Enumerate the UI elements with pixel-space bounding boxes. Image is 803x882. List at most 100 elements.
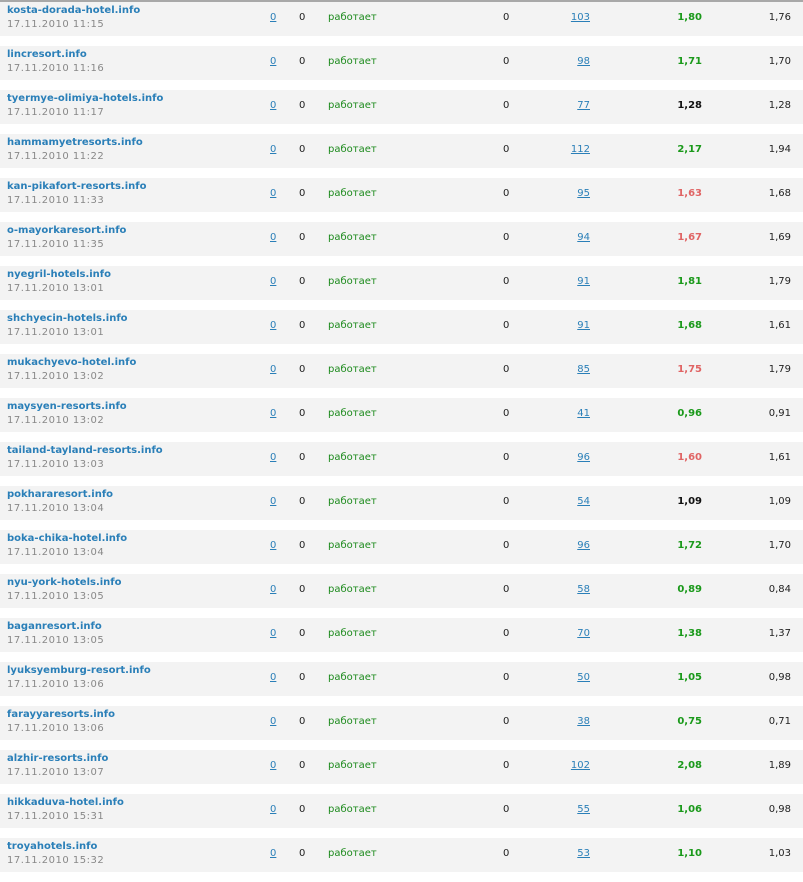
count-value-2: 0 (503, 496, 510, 507)
count-link[interactable]: 0 (270, 672, 277, 683)
site-name-link[interactable]: shchyecin-hotels.info (7, 313, 128, 324)
site-name-link[interactable]: kan-pikafort-resorts.info (7, 181, 147, 192)
count-value: 0 (299, 12, 306, 23)
status-text: работает (328, 100, 377, 111)
status-text: работает (328, 672, 377, 683)
count-value-2: 0 (503, 188, 510, 199)
added-date: 17.11.2010 11:15 (7, 19, 105, 30)
pages-link[interactable]: 41 (577, 408, 590, 419)
status-text: работает (328, 232, 377, 243)
rating-current: 1,05 (677, 672, 702, 683)
status-text: работает (328, 628, 377, 639)
count-link[interactable]: 0 (270, 100, 277, 111)
site-name-link[interactable]: baganresort.info (7, 621, 102, 632)
status-text: работает (328, 188, 377, 199)
rating-previous: 0,98 (768, 804, 791, 815)
count-value-2: 0 (503, 848, 510, 859)
count-link[interactable]: 0 (270, 716, 277, 727)
pages-link[interactable]: 98 (577, 56, 590, 67)
pages-link[interactable]: 77 (577, 100, 590, 111)
rating-previous: 0,98 (768, 672, 791, 683)
count-link[interactable]: 0 (270, 364, 277, 375)
rating-previous: 1,70 (768, 56, 791, 67)
pages-link[interactable]: 94 (577, 232, 590, 243)
count-value-2: 0 (503, 452, 510, 463)
pages-link[interactable]: 85 (577, 364, 590, 375)
count-value: 0 (299, 408, 306, 419)
count-link[interactable]: 0 (270, 760, 277, 771)
count-value: 0 (299, 56, 306, 67)
count-value-2: 0 (503, 56, 510, 67)
count-value: 0 (299, 320, 306, 331)
pages-link[interactable]: 55 (577, 804, 590, 815)
added-date: 17.11.2010 13:04 (7, 503, 105, 514)
added-date: 17.11.2010 13:02 (7, 371, 105, 382)
pages-link[interactable]: 96 (577, 452, 590, 463)
rating-current: 1,10 (677, 848, 702, 859)
added-date: 17.11.2010 13:02 (7, 415, 105, 426)
table-row: mukachyevo-hotel.info 17.11.2010 13:02 0 0 р… (0, 354, 803, 388)
site-name-link[interactable]: hikkaduva-hotel.info (7, 797, 124, 808)
site-name-link[interactable]: mukachyevo-hotel.info (7, 357, 137, 368)
pages-link[interactable]: 91 (577, 320, 590, 331)
status-text: работает (328, 496, 377, 507)
count-link[interactable]: 0 (270, 12, 277, 23)
rating-previous: 0,71 (768, 716, 791, 727)
site-name-link[interactable]: farayyaresorts.info (7, 709, 116, 720)
site-name-link[interactable]: hammamyetresorts.info (7, 137, 143, 148)
site-name-link[interactable]: o-mayorkaresort.info (7, 225, 127, 236)
pages-link[interactable]: 58 (577, 584, 590, 595)
site-name-link[interactable]: troyahotels.info (7, 841, 98, 852)
count-link[interactable]: 0 (270, 276, 277, 287)
count-link[interactable]: 0 (270, 188, 277, 199)
pages-link[interactable]: 96 (577, 540, 590, 551)
pages-link[interactable]: 91 (577, 276, 590, 287)
site-name-link[interactable]: maysyen-resorts.info (7, 401, 127, 412)
pages-link[interactable]: 54 (577, 496, 590, 507)
pages-link[interactable]: 112 (570, 144, 590, 155)
count-link[interactable]: 0 (270, 144, 277, 155)
site-name-link[interactable]: kosta-dorada-hotel.info (7, 5, 141, 16)
count-link[interactable]: 0 (270, 496, 277, 507)
count-link[interactable]: 0 (270, 452, 277, 463)
count-link[interactable]: 0 (270, 320, 277, 331)
count-link[interactable]: 0 (270, 408, 277, 419)
pages-link[interactable]: 50 (577, 672, 590, 683)
count-link[interactable]: 0 (270, 628, 277, 639)
pages-link[interactable]: 38 (577, 716, 590, 727)
site-name-link[interactable]: alzhir-resorts.info (7, 753, 109, 764)
pages-link[interactable]: 102 (570, 760, 590, 771)
pages-link[interactable]: 53 (577, 848, 590, 859)
status-text: работает (328, 56, 377, 67)
rating-current: 1,09 (677, 496, 702, 507)
pages-link[interactable]: 70 (577, 628, 590, 639)
count-link[interactable]: 0 (270, 584, 277, 595)
rating-current: 1,06 (677, 804, 702, 815)
rating-current: 1,72 (677, 540, 702, 551)
pages-link[interactable]: 95 (577, 188, 590, 199)
site-name-link[interactable]: boka-chika-hotel.info (7, 533, 128, 544)
count-link[interactable]: 0 (270, 540, 277, 551)
count-link[interactable]: 0 (270, 232, 277, 243)
rating-current: 1,68 (677, 320, 702, 331)
count-value-2: 0 (503, 408, 510, 419)
table-row: shchyecin-hotels.info 17.11.2010 13:01 0 0 р… (0, 310, 803, 344)
table-row: lyuksyemburg-resort.info 17.11.2010 13:06… (0, 662, 803, 696)
count-link[interactable]: 0 (270, 804, 277, 815)
status-text: работает (328, 364, 377, 375)
count-value-2: 0 (503, 320, 510, 331)
count-link[interactable]: 0 (270, 848, 277, 859)
site-name-link[interactable]: tyermye-olimiya-hotels.info (7, 93, 164, 104)
site-name-link[interactable]: lincresort.info (7, 49, 87, 60)
added-date: 17.11.2010 11:35 (7, 239, 105, 250)
site-name-link[interactable]: nyegril-hotels.info (7, 269, 112, 280)
table-row: hikkaduva-hotel.info 17.11.2010 15:31 0 0 ра… (0, 794, 803, 828)
site-name-link[interactable]: nyu-york-hotels.info (7, 577, 122, 588)
count-value: 0 (299, 672, 306, 683)
pages-link[interactable]: 103 (570, 12, 590, 23)
site-name-link[interactable]: pokhararesort.info (7, 489, 114, 500)
site-name-link[interactable]: lyuksyemburg-resort.info (7, 665, 151, 676)
site-name-link[interactable]: tailand-tayland-resorts.info (7, 445, 163, 456)
table-row: kan-pikafort-resorts.info 17.11.2010 11:3… (0, 178, 803, 212)
count-link[interactable]: 0 (270, 56, 277, 67)
